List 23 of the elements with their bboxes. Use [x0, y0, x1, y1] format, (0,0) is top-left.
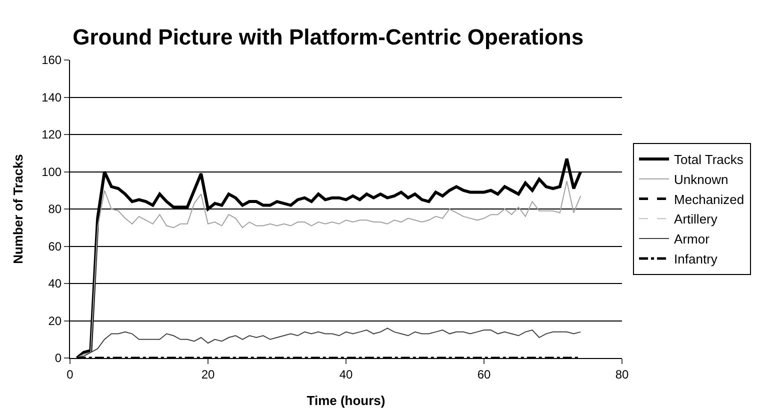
y-tick-label: 20	[48, 314, 62, 328]
y-tick-label: 140	[42, 90, 62, 104]
legend-label: Armor	[674, 232, 710, 247]
x-tick-label: 80	[615, 367, 629, 382]
y-tick-label: 120	[42, 128, 62, 142]
y-tick-label: 160	[42, 53, 62, 68]
y-tick-label: 100	[42, 164, 62, 179]
x-tick-label: 60	[477, 367, 491, 382]
y-tick-label: 60	[48, 239, 62, 254]
y-tick-label: 80	[48, 202, 62, 216]
legend-label: Mechanized	[674, 192, 744, 207]
legend-label: Infantry	[674, 252, 718, 267]
x-axis-title: Time (hours)	[306, 393, 386, 408]
y-axis-title: Number of Tracks	[10, 154, 26, 264]
legend-label: Artillery	[674, 212, 718, 227]
y-tick-label: 0	[54, 351, 62, 366]
y-tick-label: 40	[48, 276, 62, 291]
x-tick-label: 40	[339, 367, 353, 382]
chart-title: Ground Picture with Platform-Centric Operations	[72, 24, 584, 50]
x-tick-label: 0	[66, 367, 74, 382]
legend-label: Total Tracks	[674, 152, 744, 168]
legend-label: Unknown	[674, 172, 728, 187]
x-tick-label: 20	[201, 367, 215, 382]
